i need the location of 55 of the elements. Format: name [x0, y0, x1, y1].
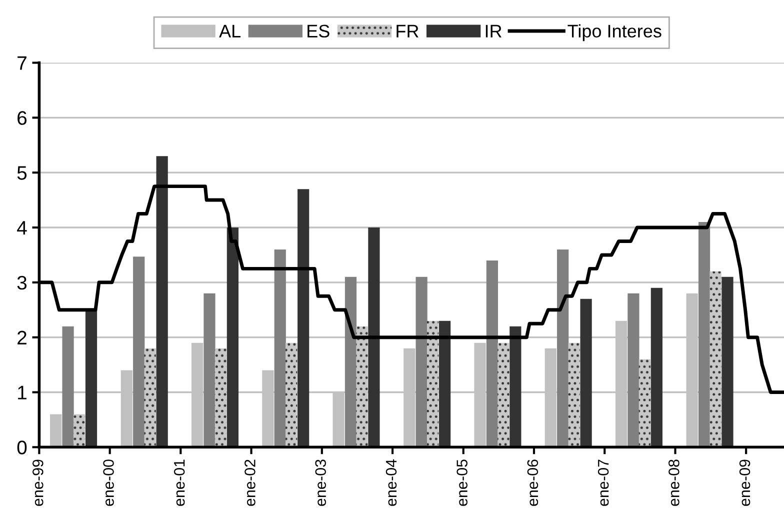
x-tick-label: ene-03 — [315, 460, 326, 506]
legend-label: FR — [396, 24, 418, 38]
bar — [580, 298, 592, 448]
legend-label: AL — [219, 24, 240, 38]
bar — [722, 276, 734, 448]
x-tick-label: ene-02 — [244, 460, 256, 506]
bar — [298, 189, 310, 448]
bar — [226, 228, 239, 448]
bar — [214, 348, 227, 448]
x-tick-label: ene-08 — [668, 460, 680, 506]
y-tick-label: 7 — [18, 56, 26, 70]
x-tick-label: ene-04 — [386, 459, 397, 506]
x-tick-label: ene-00 — [103, 460, 114, 506]
bar — [710, 271, 722, 448]
bar — [286, 342, 298, 448]
y-tick-label: 2 — [18, 330, 26, 344]
bar — [698, 222, 710, 448]
bar — [426, 320, 439, 448]
y-tick-label: 3 — [17, 276, 27, 290]
x-tick-label: ene-99 — [32, 460, 44, 506]
legend-label: IR — [486, 24, 502, 38]
x-tick-label: ene-05 — [456, 460, 468, 506]
bar — [133, 256, 145, 448]
x-tick-label: ene-07 — [598, 460, 609, 506]
bar — [356, 326, 368, 448]
y-tick-label: 0 — [17, 440, 27, 454]
bar — [204, 293, 216, 448]
bar — [650, 288, 662, 448]
bar — [510, 326, 522, 448]
y-tick-label: 1 — [18, 386, 26, 400]
bar — [62, 326, 74, 448]
legend-label: ES — [308, 24, 330, 38]
bar — [344, 276, 357, 448]
bar — [50, 414, 62, 448]
bar — [156, 156, 168, 448]
x-tick-label: ene-01 — [174, 460, 185, 506]
bar — [85, 310, 98, 448]
bar — [274, 249, 286, 448]
bar — [557, 249, 569, 448]
bar — [73, 414, 86, 448]
bar — [568, 342, 580, 448]
bar — [438, 320, 451, 448]
bar — [638, 359, 650, 448]
bar — [498, 342, 510, 448]
bar — [368, 228, 380, 448]
bar — [144, 348, 156, 448]
bar — [416, 276, 428, 448]
bar — [486, 260, 498, 448]
y-tick-label: 6 — [18, 111, 27, 125]
x-tick-label: ene-06 — [527, 460, 538, 506]
y-tick-label: 4 — [17, 221, 27, 235]
bar — [628, 293, 640, 448]
y-tick-label: 5 — [17, 166, 27, 180]
legend-label: Tipo Interes — [568, 24, 662, 42]
x-tick-label: ene-09 — [739, 460, 750, 506]
